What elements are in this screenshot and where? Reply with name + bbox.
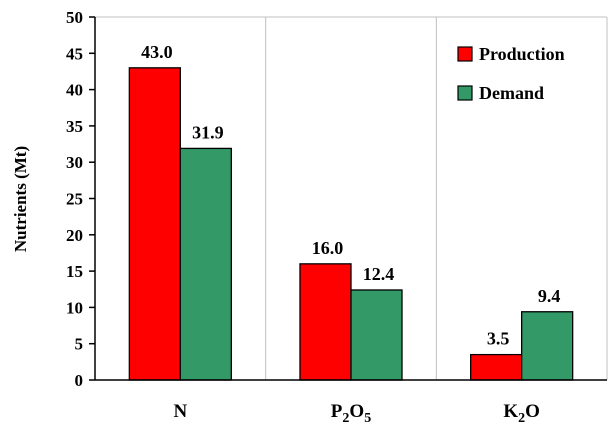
y-tick-labels: 0 5 10 15 20 25 30 35 40 45 50 (66, 8, 83, 390)
legend-swatch-demand (457, 85, 473, 101)
x-category-label: N (173, 401, 187, 422)
bar-demand-1 (350, 289, 403, 381)
legend-label-demand: Demand (479, 83, 544, 103)
grid-lines (95, 16, 608, 380)
x-category-label: P2O5 (331, 401, 371, 426)
y-tick-label: 10 (66, 298, 83, 317)
bar-demand-0 (179, 147, 232, 381)
y-tick-label: 30 (66, 153, 83, 172)
data-label-production-1: 16.0 (312, 238, 344, 258)
bar-production-2 (470, 353, 523, 381)
legend-label-production: Production (479, 44, 565, 64)
axes (89, 16, 607, 381)
y-tick-label: 35 (66, 117, 83, 136)
data-label-production-0: 43.0 (141, 42, 173, 62)
bar-demand-2 (521, 311, 574, 381)
y-tick-label: 20 (66, 226, 83, 245)
y-tick-label: 5 (75, 335, 84, 354)
data-label-production-2: 3.5 (487, 329, 510, 349)
data-labels: 43.0 31.9 16.0 12.4 3.5 9.4 (141, 42, 560, 349)
y-tick-label: 45 (66, 44, 83, 63)
y-tick-label: 50 (66, 8, 83, 27)
y-axis-title: Nutrients (Mt) (11, 146, 30, 252)
legend-swatch-production (457, 46, 473, 62)
bar-production-1 (299, 263, 352, 381)
y-tick-label: 40 (66, 81, 83, 100)
legend: Production Demand (457, 44, 565, 103)
bar-production-0 (128, 67, 181, 381)
y-tick-label: 15 (66, 262, 83, 281)
x-category-labels: N P2O5 K2O (173, 401, 539, 426)
x-category-label: K2O (503, 401, 540, 426)
y-tick-label: 0 (75, 371, 84, 390)
data-label-demand-2: 9.4 (538, 286, 561, 306)
data-label-demand-1: 12.4 (363, 264, 395, 284)
data-label-demand-0: 31.9 (192, 122, 224, 142)
y-tick-label: 25 (66, 190, 83, 209)
